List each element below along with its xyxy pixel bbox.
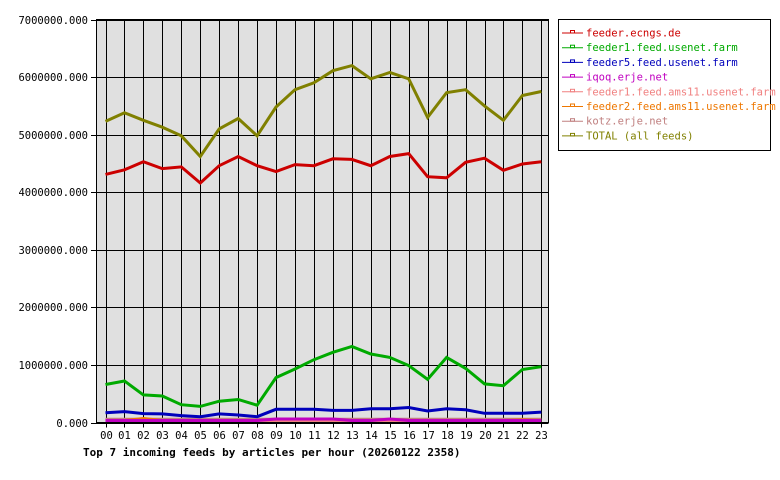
x-tick-label: 18 — [441, 430, 454, 442]
legend-item: iqoq.erje.net — [562, 72, 668, 84]
x-tick-label: 07 — [232, 430, 245, 442]
plot-frame — [96, 19, 549, 423]
legend-label: feeder1.feed.usenet.farm — [586, 42, 738, 54]
legend-marker-icon — [570, 30, 575, 34]
series-line-7 — [104, 63, 542, 159]
y-tick-label: 5000000.000 — [18, 130, 88, 142]
legend-marker-icon — [570, 74, 575, 78]
legend-box — [558, 19, 771, 151]
x-tick-label: 14 — [365, 430, 378, 442]
x-tick-label: 15 — [384, 430, 397, 442]
y-tick-label: 4000000.000 — [18, 187, 88, 199]
x-tick-label: 06 — [213, 430, 226, 442]
series-line-0 — [105, 151, 542, 185]
legend-marker-icon — [570, 118, 575, 122]
legend-label: kotz.erje.net — [586, 116, 668, 128]
x-tick-label: 00 — [100, 430, 113, 442]
x-tick-label: 21 — [497, 430, 510, 442]
x-tick-label: 11 — [308, 430, 321, 442]
y-tick-label: 6000000.000 — [18, 72, 88, 84]
legend-label: feeder.ecngs.de — [586, 28, 681, 40]
x-tick-label: 12 — [327, 430, 340, 442]
x-tick-label: 20 — [479, 430, 492, 442]
x-tick-label: 09 — [270, 430, 283, 442]
x-tick-label: 10 — [289, 430, 302, 442]
legend-item: feeder1.feed.ams11.usenet.farm — [562, 86, 776, 98]
y-tick-label: 7000000.000 — [18, 15, 88, 27]
legend-item: TOTAL (all feeds) — [562, 130, 693, 142]
x-tick-label: 17 — [422, 430, 435, 442]
y-tick-label: 1000000.000 — [18, 360, 88, 372]
x-tick-label: 01 — [118, 430, 131, 442]
legend-item: feeder.ecngs.de — [562, 28, 681, 40]
data-series — [104, 63, 542, 422]
series-line-2 — [105, 405, 542, 419]
legend-marker-icon — [570, 59, 575, 63]
legend-item: feeder2.feed.ams11.usenet.farm — [562, 101, 776, 113]
x-tick-label: 08 — [251, 430, 264, 442]
x-axis: 00 01 02 03 04 05 06 07 08 09 10 11 12 13 14 15 16 17 18 19… — [100, 422, 548, 442]
x-tick-label: 13 — [346, 430, 359, 442]
x-tick-label: 23 — [535, 430, 548, 442]
legend: feeder.ecngs.de feeder1.feed.usenet.farm f… — [558, 19, 776, 151]
x-tick-label: 19 — [460, 430, 473, 442]
y-tick-label: 2000000.000 — [18, 302, 88, 314]
legend-label: iqoq.erje.net — [586, 72, 668, 84]
y-tick-label: 0.000 — [56, 418, 88, 430]
legend-marker-icon — [570, 44, 575, 49]
x-tick-label: 16 — [403, 430, 416, 442]
chart-title: Top 7 incoming feeds by articles per hou… — [83, 446, 461, 459]
legend-label: feeder2.feed.ams11.usenet.farm — [586, 101, 776, 113]
legend-item: feeder5.feed.usenet.farm — [562, 57, 738, 69]
x-tick-label: 03 — [156, 430, 169, 442]
legend-label: TOTAL (all feeds) — [586, 130, 693, 142]
legend-marker-icon — [570, 88, 575, 93]
series-line-1 — [105, 344, 542, 408]
legend-item: feeder1.feed.usenet.farm — [562, 42, 738, 54]
legend-marker-icon — [570, 103, 575, 107]
y-tick-label: 3000000.000 — [18, 245, 88, 257]
x-tick-label: 22 — [516, 430, 529, 442]
series-line-3 — [105, 417, 542, 422]
plot-area — [96, 19, 549, 423]
x-tick-label: 04 — [175, 430, 188, 442]
y-axis: 0.000 1000000.000 2000000.000 3000000.000 40… — [18, 15, 97, 430]
legend-label: feeder1.feed.ams11.usenet.farm — [586, 86, 776, 98]
legend-marker-icon — [570, 132, 575, 137]
legend-label: feeder5.feed.usenet.farm — [586, 57, 738, 69]
x-tick-label: 05 — [194, 430, 207, 442]
x-tick-label: 02 — [137, 430, 150, 442]
legend-item: kotz.erje.net — [562, 116, 668, 128]
